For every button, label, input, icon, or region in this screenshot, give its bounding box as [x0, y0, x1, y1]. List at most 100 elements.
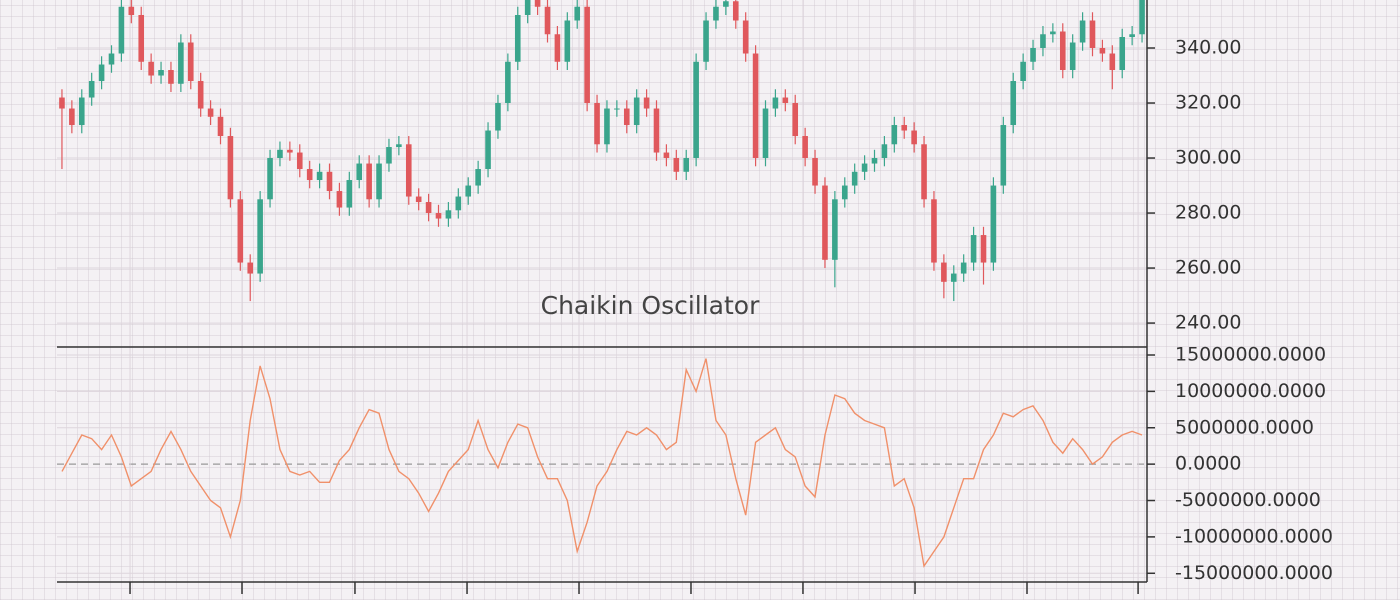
candle-body	[881, 144, 888, 159]
y-tick-label: 360.00	[1175, 0, 1241, 4]
candle-body	[237, 199, 244, 263]
candle-body	[1050, 31, 1056, 35]
candle-body	[594, 103, 600, 145]
candle-body	[148, 61, 154, 76]
candle-body	[495, 103, 501, 131]
candle-body	[871, 158, 878, 164]
candle-body	[534, 0, 541, 7]
candle-body	[326, 171, 333, 192]
candle-body	[762, 108, 769, 159]
candle-body	[296, 152, 303, 170]
candle-body	[861, 163, 868, 172]
candle-body	[1020, 61, 1026, 82]
candle-body	[643, 97, 650, 109]
candle-body	[980, 235, 987, 263]
candle-body	[168, 70, 174, 84]
candle-body	[178, 42, 184, 84]
candle-body	[841, 185, 848, 200]
candle-body	[108, 53, 115, 65]
candle-body	[960, 262, 967, 274]
y-tick-label: -15000000.0000	[1175, 562, 1333, 584]
candle-body	[574, 6, 581, 21]
candle-body	[723, 1, 729, 7]
candle-body	[98, 64, 105, 82]
candle-body	[514, 15, 521, 62]
candle-body	[277, 149, 283, 159]
candle-body	[376, 163, 382, 200]
candle-body	[832, 199, 838, 260]
candle-body	[1099, 48, 1106, 54]
candle-body	[445, 210, 452, 219]
candle-body	[1059, 31, 1066, 71]
candle-body	[653, 108, 660, 153]
candle-body	[792, 103, 799, 137]
y-tick-label: 5000000.0000	[1175, 416, 1314, 438]
y-tick-label: -5000000.0000	[1175, 489, 1321, 511]
candle-body	[544, 6, 551, 35]
candle-body	[187, 42, 194, 82]
y-tick-label: 260.00	[1175, 257, 1241, 279]
candle-body	[623, 108, 630, 126]
candle-body	[911, 130, 917, 145]
candle-body	[921, 144, 927, 200]
y-tick-label: 240.00	[1175, 312, 1241, 334]
candle-body	[891, 125, 898, 145]
candle-body	[1129, 34, 1135, 38]
candle-body	[455, 196, 462, 211]
candle-body	[217, 116, 224, 137]
candle-body	[405, 144, 412, 197]
y-tick-label: 15000000.0000	[1175, 344, 1326, 366]
candle-body	[227, 136, 234, 200]
y-tick-label: 10000000.0000	[1175, 380, 1326, 402]
candle-body	[703, 20, 709, 62]
candle-body	[475, 169, 481, 186]
candle-body	[69, 108, 75, 126]
y-tick-label: 340.00	[1175, 37, 1241, 59]
candle-body	[990, 185, 997, 263]
candle-body	[772, 97, 779, 109]
candle-body	[931, 199, 937, 263]
candle-body	[505, 61, 511, 104]
candle-body	[1040, 34, 1046, 49]
candle-body	[633, 97, 640, 126]
candle-body	[316, 171, 323, 181]
y-tick-label: -10000000.0000	[1175, 525, 1333, 547]
candle-body	[663, 152, 670, 159]
candle-body	[425, 202, 432, 214]
chart-title: Chaikin Oscillator	[541, 291, 760, 320]
candle-body	[435, 213, 442, 219]
candle-body	[415, 196, 422, 203]
candle-body	[554, 34, 561, 62]
candle-body	[901, 125, 908, 131]
grid	[57, 0, 1147, 582]
candle-body	[88, 81, 95, 98]
y-tick-label: 320.00	[1175, 92, 1241, 114]
candle-body	[1069, 42, 1076, 71]
candle-body	[713, 6, 719, 21]
candle-body	[742, 20, 749, 54]
candle-body	[267, 158, 273, 200]
candle-body	[693, 61, 699, 159]
candle-body	[822, 185, 828, 260]
candle-body	[336, 191, 343, 208]
candle-body	[1109, 53, 1116, 71]
candle-body	[732, 1, 739, 21]
candle-body	[614, 108, 620, 110]
y-tick-label: 300.00	[1175, 147, 1241, 169]
candle-body	[604, 108, 610, 145]
y-tick-label: 280.00	[1175, 202, 1241, 224]
candle-body	[1089, 20, 1096, 49]
candle-body	[386, 147, 392, 164]
candle-body	[158, 70, 164, 76]
candle-body	[78, 97, 85, 126]
candle-body	[287, 149, 293, 153]
candle-body	[673, 158, 680, 172]
marks	[59, 0, 1145, 568]
candle-body	[812, 158, 818, 186]
candle-body	[485, 130, 491, 170]
candle-body	[197, 81, 204, 109]
candle-body	[941, 262, 947, 282]
candle-body	[564, 20, 571, 62]
candle-body	[247, 262, 254, 274]
